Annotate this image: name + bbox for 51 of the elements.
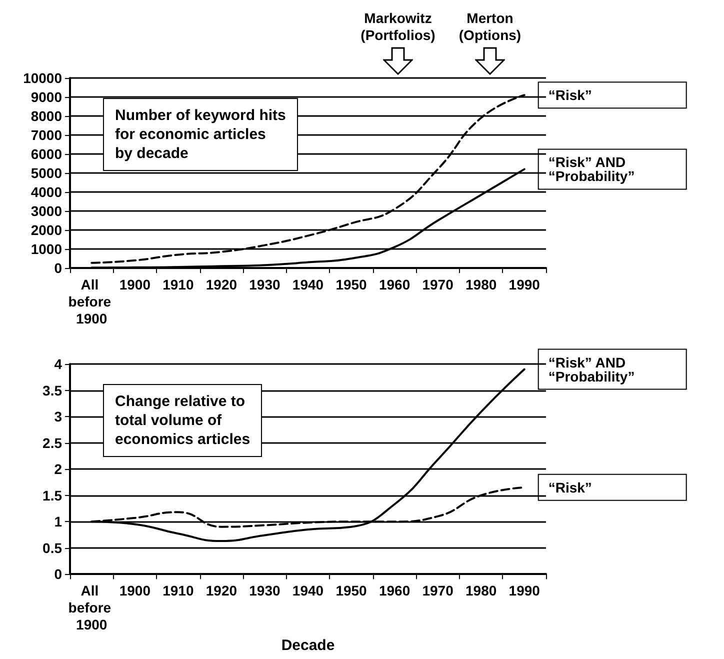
y-tick-label: 10000 [23, 70, 62, 86]
x-tick-label: All before 1900 [68, 582, 115, 633]
x-tick-label: 1980 [466, 582, 497, 599]
y-tick-label: 3000 [30, 203, 62, 219]
series-label: “Risk” AND “Probability” [548, 154, 635, 184]
y-tick-label: 1000 [30, 241, 62, 257]
y-tick-label: 4000 [30, 184, 62, 200]
text: Change relative to total volume of economics articles [115, 393, 250, 448]
text: Number of keyword hits for economic articles by decade [115, 107, 286, 162]
x-tick-label: 1960 [378, 582, 410, 599]
y-tick-label: 1.5 [42, 487, 62, 504]
y-tick-label: 4 [54, 356, 62, 372]
y-tick-label: 2.5 [42, 434, 62, 451]
y-tick-label: 2000 [30, 222, 62, 238]
y-tick-label: 0.5 [42, 540, 62, 556]
x-tick-label: All before 1900 [68, 276, 115, 326]
y-tick-label: 7000 [30, 127, 62, 143]
x-tick-label: 1960 [378, 276, 410, 292]
x-tick-label: 1970 [422, 582, 454, 599]
series-label: “Risk” [548, 87, 592, 104]
x-tick-label: 1920 [206, 276, 238, 292]
x-tick-label: 1980 [466, 276, 497, 292]
y-tick-label: 3.5 [42, 382, 62, 398]
x-tick-label: 1990 [508, 582, 540, 599]
y-tick-label: 3 [54, 408, 62, 425]
x-tick-label: 1920 [206, 582, 238, 599]
y-tick-label: 0 [54, 566, 62, 582]
y-tick-label: 0 [54, 260, 62, 276]
x-tick-label: 1950 [336, 582, 368, 599]
series-label: “Risk” [548, 479, 592, 496]
x-tick-label: 1930 [249, 276, 281, 292]
text: Markowitz (Portfolios) [360, 10, 436, 44]
x-tick-label: 1900 [119, 276, 151, 292]
y-tick-label: 1 [54, 514, 62, 530]
x-axis-title: Decade [281, 637, 335, 654]
x-tick-label: 1900 [119, 582, 151, 599]
y-tick-label: 9000 [30, 89, 62, 105]
x-tick-label: 1970 [422, 276, 454, 292]
series-label: “Risk” AND “Probability” [548, 354, 635, 384]
y-tick-label: 8000 [30, 108, 62, 124]
x-tick-label: 1940 [292, 276, 324, 292]
x-tick-label: 1950 [336, 276, 368, 292]
x-tick-label: 1910 [162, 582, 194, 599]
x-tick-label: 1930 [249, 582, 281, 599]
x-tick-label: 1940 [292, 582, 324, 599]
x-tick-label: 1990 [508, 276, 540, 292]
y-tick-label: 2 [54, 461, 62, 478]
x-tick-label: 1910 [162, 276, 194, 292]
y-tick-label: 6000 [30, 146, 62, 162]
text: Merton (Options) [458, 10, 522, 43]
y-tick-label: 5000 [30, 165, 62, 181]
